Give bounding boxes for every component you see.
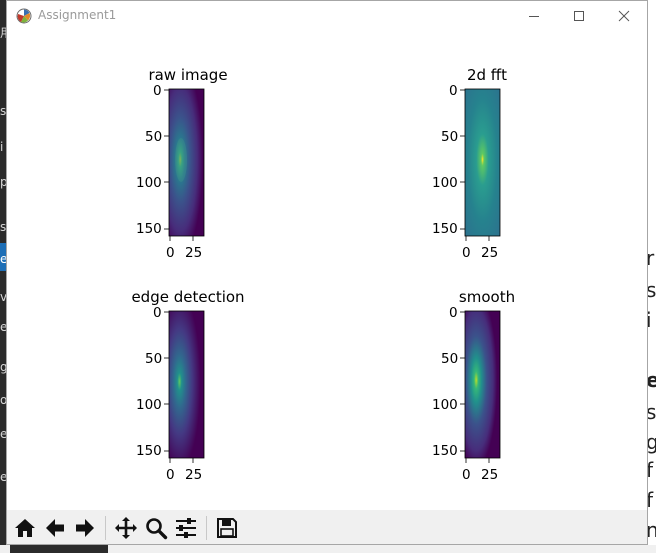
ytick-label: 150: [136, 443, 162, 459]
background-text: ec: [0, 427, 10, 441]
background-taskbar-strip: [0, 545, 656, 553]
save-icon: [217, 518, 237, 538]
figure-window: Assignment1: [6, 0, 648, 545]
background-text: v: [0, 290, 8, 304]
xtick-label: 0: [166, 245, 175, 261]
ytick-label: 150: [136, 221, 162, 237]
zoom-button[interactable]: [142, 514, 170, 542]
background-text: f: [646, 458, 654, 482]
ytick-label: 100: [136, 397, 162, 413]
close-icon: [618, 10, 630, 22]
background-text: g: [0, 360, 8, 374]
xtick-label: 25: [481, 245, 499, 261]
xtick-label: 25: [185, 467, 203, 483]
xtick-label: 0: [166, 467, 175, 483]
background-text: 用: [0, 26, 10, 40]
xtick-label: 0: [462, 467, 471, 483]
ytick-label: 50: [441, 351, 459, 367]
close-button[interactable]: [601, 1, 647, 31]
ytick-label: 150: [432, 443, 458, 459]
ytick-label: 50: [145, 351, 163, 367]
minimize-button[interactable]: [511, 1, 557, 31]
ytick-label: 150: [432, 221, 458, 237]
panel-title-smooth: smooth: [458, 288, 516, 306]
forward-button[interactable]: [71, 514, 99, 542]
maximize-icon: [574, 11, 584, 21]
background-text: en: [0, 470, 10, 484]
ytick-label: 100: [432, 397, 458, 413]
edge-detection-plot: [164, 310, 205, 463]
title-bar[interactable]: Assignment1: [7, 1, 647, 31]
background-text: i: [646, 308, 652, 332]
save-button[interactable]: [213, 514, 241, 542]
background-text: on: [0, 393, 10, 407]
background-text: st: [0, 220, 10, 234]
back-arrow-icon: [46, 519, 64, 537]
raw-image-plot: [164, 88, 205, 241]
pan-button[interactable]: [112, 514, 140, 542]
zoom-icon: [146, 518, 168, 540]
xtick-label: 25: [185, 245, 203, 261]
edge-detection-heatmap: [169, 311, 204, 458]
figure-canvas[interactable]: raw image 0 50 100 150 0 25 2d fft: [7, 31, 647, 510]
ytick-label: 50: [145, 129, 163, 145]
configure-subplots-button[interactable]: [172, 514, 200, 542]
background-text: ec: [0, 252, 10, 266]
toolbar-separator: [105, 516, 106, 540]
background-text: n: [646, 518, 656, 542]
ytick-label: 0: [449, 305, 458, 321]
fft-heatmap: [465, 89, 500, 236]
ytick-label: 100: [432, 175, 458, 191]
background-text: r: [646, 246, 655, 270]
background-left-window: 用 s i p st ec v ev g on ec en: [0, 0, 10, 553]
back-button[interactable]: [41, 514, 69, 542]
ytick-label: 0: [153, 305, 162, 321]
background-text: g: [646, 430, 656, 454]
navigation-toolbar: [7, 510, 647, 544]
panel-title-raw-image: raw image: [148, 66, 228, 84]
background-text: e: [646, 368, 656, 392]
background-right-window: r s i e s g f f n: [646, 0, 656, 553]
panel-title-edge-detection: edge detection: [131, 288, 245, 306]
ytick-label: 50: [441, 129, 459, 145]
background-selected-row: [0, 243, 10, 271]
fft-plot: [460, 88, 501, 241]
pan-icon: [115, 517, 137, 539]
window-title: Assignment1: [38, 8, 117, 22]
xtick-label: 25: [481, 467, 499, 483]
background-text: ev: [0, 320, 10, 334]
configure-subplots-icon: [176, 518, 196, 538]
background-text: s: [646, 278, 656, 302]
home-icon: [15, 519, 35, 537]
smooth-heatmap: [465, 311, 500, 458]
ytick-label: 0: [153, 83, 162, 99]
toolbar-separator: [206, 516, 207, 540]
home-button[interactable]: [11, 514, 39, 542]
panel-title-2d-fft: 2d fft: [466, 66, 508, 84]
background-text: s: [0, 104, 7, 118]
ytick-label: 100: [136, 175, 162, 191]
forward-arrow-icon: [76, 519, 94, 537]
smooth-plot: [460, 310, 501, 463]
maximize-button[interactable]: [556, 1, 602, 31]
background-text: i: [0, 140, 4, 154]
background-text: f: [646, 488, 654, 512]
matplotlib-app-icon: [16, 8, 32, 24]
background-text: s: [646, 400, 656, 424]
minimize-icon: [529, 16, 539, 17]
ytick-label: 0: [449, 83, 458, 99]
background-text: p: [0, 175, 8, 189]
xtick-label: 0: [462, 245, 471, 261]
